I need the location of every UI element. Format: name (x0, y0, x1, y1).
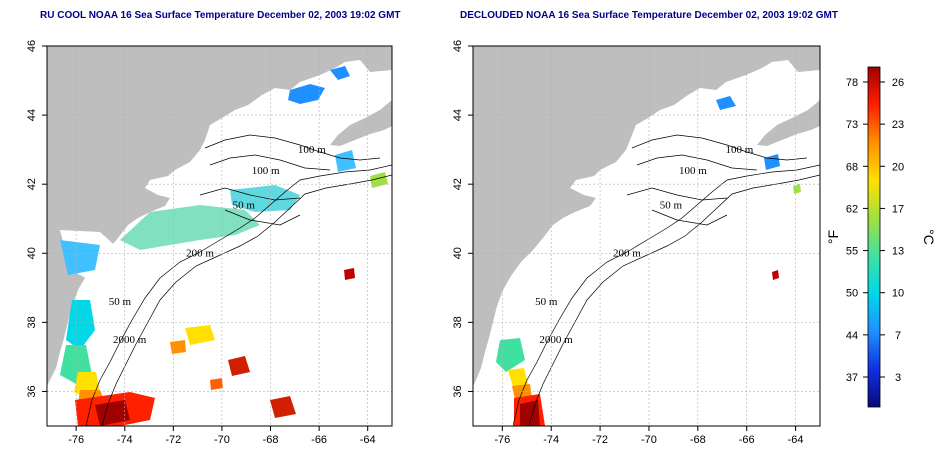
lon-tick-label: -68 (690, 434, 706, 446)
lat-tick-label: 40 (26, 247, 38, 259)
lon-tick-label: -74 (543, 434, 559, 446)
lon-tick-label: -66 (739, 434, 755, 446)
lat-tick-label: 44 (26, 109, 38, 121)
celsius-label: °C (921, 229, 937, 245)
lat-tick-label: 38 (452, 316, 464, 328)
lon-tick-label: -76 (494, 434, 510, 446)
contour-label: 200 m (613, 248, 641, 260)
celsius-tick-label: 23 (892, 119, 904, 131)
panel-right-map: -76 -74 -72 -70 -68 -66 -64 36 38 40 42 44 46 100 m 1… (452, 40, 821, 446)
panel-right-title: DECLOUDED NOAA 16 Sea Surface Temperatur… (460, 10, 838, 21)
contour-label: 200 m (186, 248, 214, 260)
fahrenheit-tick-label: 55 (846, 246, 858, 258)
celsius-tick-label: 20 (892, 161, 904, 173)
lon-tick-label: -72 (592, 434, 608, 446)
contour-label: 50 m (233, 199, 256, 211)
lat-tick-label: 40 (452, 247, 464, 259)
contour-label: 50 m (660, 199, 683, 211)
fahrenheit-label: °F (825, 230, 841, 244)
grid-lines (47, 45, 392, 426)
map-frame (472, 45, 821, 427)
colorbar: 78 26 73 23 68 20 62 17 55 13 50 10 44 7 37 3 °F °C (825, 66, 937, 408)
celsius-tick-label: 26 (892, 77, 904, 89)
contour-label: 100 m (298, 144, 326, 156)
lon-tick-label: -64 (360, 434, 376, 446)
contour-lines (85, 134, 392, 426)
fahrenheit-tick-label: 50 (846, 288, 858, 300)
celsius-tick-label: 3 (895, 372, 901, 384)
fahrenheit-tick-label: 68 (846, 161, 858, 173)
land-mass (473, 46, 820, 386)
lat-tick-label: 42 (26, 178, 38, 190)
lat-tick-label: 36 (452, 385, 464, 397)
lon-tick-label: -66 (311, 434, 327, 446)
lon-tick-label: -68 (263, 434, 279, 446)
panel-left-map: -76 -74 -72 -70 -68 -66 -64 36 38 40 42 44 46 100 m 1… (26, 40, 393, 446)
lon-tick-label: -74 (117, 434, 133, 446)
nova-scotia (330, 100, 392, 146)
fahrenheit-tick-label: 73 (846, 119, 858, 131)
lat-tick-label: 38 (26, 316, 38, 328)
land-mass (47, 46, 392, 386)
celsius-tick-label: 13 (892, 246, 904, 258)
fahrenheit-tick-label: 62 (846, 203, 858, 215)
fahrenheit-tick-label: 44 (846, 330, 858, 342)
fahrenheit-tick-label: 37 (846, 372, 858, 384)
contour-label: 100 m (252, 165, 280, 177)
celsius-tick-label: 17 (892, 203, 904, 215)
lon-tick-label: -72 (165, 434, 181, 446)
contour-label: 50 m (535, 296, 558, 308)
lat-tick-label: 46 (26, 40, 38, 52)
panel-left-title: RU COOL NOAA 16 Sea Surface Temperature … (40, 10, 401, 21)
contour-label: 2000 m (113, 334, 147, 346)
contour-label: 100 m (725, 144, 753, 156)
lat-tick-label: 46 (452, 40, 464, 52)
lon-tick-label: -64 (788, 434, 804, 446)
lat-tick-label: 42 (452, 178, 464, 190)
colorbar-gradient (867, 66, 881, 408)
fahrenheit-tick-label: 78 (846, 77, 858, 89)
nova-scotia (757, 100, 820, 146)
lon-tick-label: -76 (68, 434, 84, 446)
contour-label: 2000 m (539, 334, 573, 346)
lat-tick-label: 44 (452, 109, 464, 121)
contour-label: 50 m (109, 296, 132, 308)
celsius-tick-label: 7 (895, 330, 901, 342)
grid-lines (473, 45, 820, 426)
map-frame (46, 45, 393, 427)
contour-label: 100 m (679, 165, 707, 177)
contour-lines (512, 134, 820, 426)
lon-tick-label: -70 (641, 434, 657, 446)
celsius-tick-label: 10 (892, 288, 904, 300)
lat-tick-label: 36 (26, 385, 38, 397)
lon-tick-label: -70 (214, 434, 230, 446)
